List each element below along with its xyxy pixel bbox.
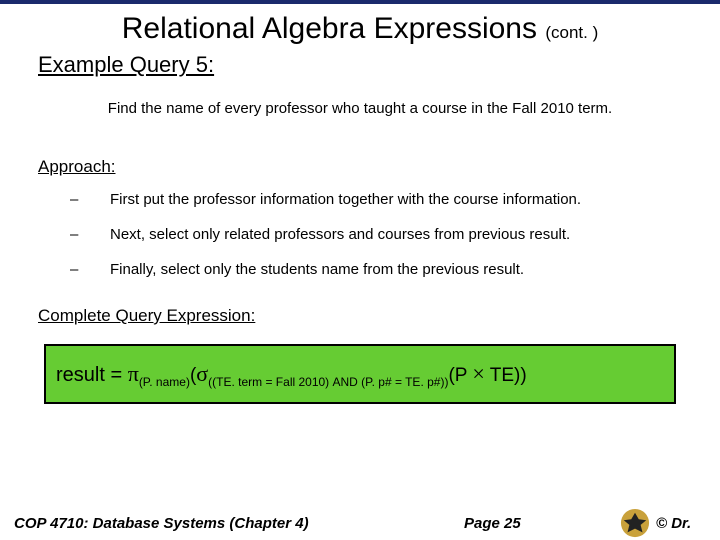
pi-subscript: (P. name) [139,375,190,389]
approach-bullets: – First put the professor information to… [70,191,690,278]
footer-author: © Dr. [656,515,706,532]
complete-expr-heading: Complete Query Expression: [38,306,690,326]
bullet-item: – Next, select only related professors a… [70,226,690,243]
example-query-heading: Example Query 5: [38,52,690,78]
expr-te-close: TE)) [485,365,527,386]
slide-title: Relational Algebra Expressions (cont. ) [30,12,690,46]
slide-footer: COP 4710: Database Systems (Chapter 4) P… [0,502,720,540]
title-main: Relational Algebra Expressions [122,12,546,45]
sigma-symbol: σ [196,361,208,386]
bullet-dash: – [70,191,110,208]
bullet-dash: – [70,226,110,243]
bullet-dash: – [70,261,110,278]
bullet-text: Next, select only related professors and… [110,226,570,243]
footer-course: COP 4710: Database Systems (Chapter 4) [14,515,464,532]
pi-symbol: π [128,361,139,386]
expr-p-open: (P [448,365,472,386]
approach-heading: Approach: [38,157,690,177]
bullet-text: First put the professor information toge… [110,191,581,208]
bullet-item: – Finally, select only the students name… [70,261,690,278]
sigma-subscript: ((TE. term = Fall 2010) AND (P. p# = TE.… [208,375,448,389]
bullet-text: Finally, select only the students name f… [110,261,524,278]
expr-result-label: result = [56,364,128,386]
footer-page: Page 25 [464,515,614,532]
ucf-logo-icon [620,508,650,538]
times-symbol: × [472,361,484,386]
bullet-item: – First put the professor information to… [70,191,690,208]
title-cont: (cont. ) [545,23,598,42]
query-description: Find the name of every professor who tau… [50,100,670,117]
expression-box: result = π(P. name)(σ((TE. term = Fall 2… [44,344,676,404]
slide-body: Relational Algebra Expressions (cont. ) … [0,4,720,404]
